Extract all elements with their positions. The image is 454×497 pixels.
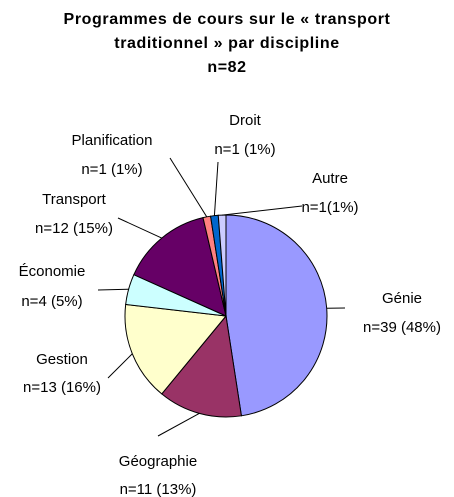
leader-line bbox=[222, 205, 303, 216]
leader-line bbox=[213, 161, 219, 216]
pie-slice bbox=[133, 217, 227, 317]
slice-value-label: n=1 (1%) bbox=[214, 141, 275, 158]
slice-label: Géographie bbox=[119, 453, 197, 470]
pie-slice bbox=[124, 303, 227, 395]
slice-value-label: n=13 (16%) bbox=[23, 379, 101, 396]
slice-value-label: n=12 (15%) bbox=[35, 220, 113, 237]
slice-label: Planification bbox=[72, 132, 153, 149]
slice-label: Gestion bbox=[36, 351, 88, 368]
slice-label: Transport bbox=[42, 191, 106, 208]
slice-value-label: n=1(1%) bbox=[301, 199, 358, 216]
leader-line bbox=[117, 217, 162, 239]
chart-title: Programmes de cours sur le « transport t… bbox=[63, 11, 391, 52]
slice-label: Autre bbox=[312, 170, 348, 187]
chart-subtitle: n=82 bbox=[207, 59, 247, 76]
leader-line bbox=[157, 412, 200, 437]
title-block: Programmes de cours sur le « transport t… bbox=[37, 8, 417, 80]
slice-label: Génie bbox=[382, 290, 422, 307]
leader-line bbox=[97, 288, 129, 291]
leader-line bbox=[169, 157, 208, 218]
pie-slice bbox=[225, 214, 328, 417]
leader-line bbox=[107, 353, 133, 379]
slice-value-label: n=1 (1%) bbox=[81, 161, 142, 178]
slice-value-label: n=4 (5%) bbox=[21, 293, 82, 310]
slice-label: Droit bbox=[229, 112, 262, 129]
slice-value-label: n=39 (48%) bbox=[363, 319, 441, 336]
slice-value-label: n=11 (13%) bbox=[120, 481, 197, 497]
pie-slice bbox=[161, 314, 242, 418]
slice-label: Économie bbox=[19, 263, 86, 280]
